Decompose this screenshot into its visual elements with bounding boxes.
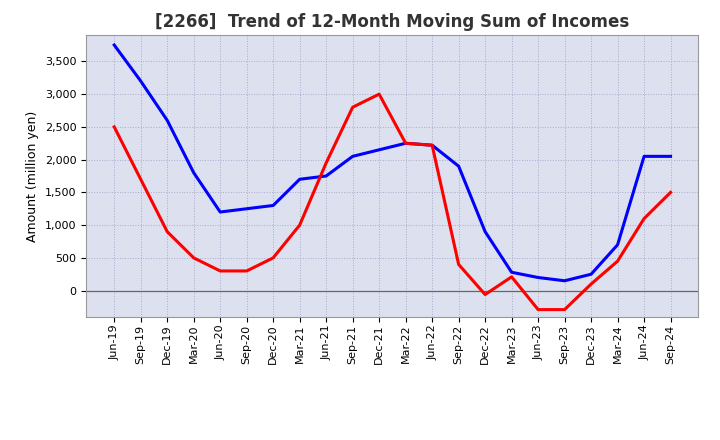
Ordinary Income <box>348 154 357 159</box>
Net Income <box>348 105 357 110</box>
Ordinary Income <box>640 154 649 159</box>
Ordinary Income <box>163 117 171 123</box>
Ordinary Income <box>666 154 675 159</box>
Net Income <box>534 307 542 312</box>
Ordinary Income <box>110 42 119 48</box>
Ordinary Income <box>295 176 304 182</box>
Net Income <box>613 258 622 264</box>
Net Income <box>640 216 649 221</box>
Ordinary Income <box>322 173 330 179</box>
Net Income <box>375 92 384 97</box>
Net Income <box>163 229 171 235</box>
Ordinary Income <box>136 78 145 84</box>
Net Income <box>110 124 119 129</box>
Net Income <box>189 255 198 260</box>
Net Income <box>269 255 277 260</box>
Ordinary Income <box>560 278 569 283</box>
Net Income <box>322 160 330 165</box>
Line: Net Income: Net Income <box>114 94 670 310</box>
Net Income <box>666 190 675 195</box>
Net Income <box>243 268 251 274</box>
Ordinary Income <box>481 229 490 235</box>
Net Income <box>428 143 436 148</box>
Ordinary Income <box>454 164 463 169</box>
Ordinary Income <box>216 209 225 215</box>
Y-axis label: Amount (million yen): Amount (million yen) <box>27 110 40 242</box>
Ordinary Income <box>587 271 595 277</box>
Net Income <box>508 274 516 279</box>
Ordinary Income <box>508 270 516 275</box>
Line: Ordinary Income: Ordinary Income <box>114 45 670 281</box>
Ordinary Income <box>428 143 436 148</box>
Net Income <box>560 307 569 312</box>
Net Income <box>587 282 595 287</box>
Ordinary Income <box>189 170 198 176</box>
Net Income <box>454 262 463 267</box>
Net Income <box>295 223 304 228</box>
Net Income <box>216 268 225 274</box>
Ordinary Income <box>534 275 542 280</box>
Net Income <box>136 176 145 182</box>
Title: [2266]  Trend of 12-Month Moving Sum of Incomes: [2266] Trend of 12-Month Moving Sum of I… <box>156 13 629 31</box>
Ordinary Income <box>243 206 251 211</box>
Net Income <box>481 292 490 297</box>
Ordinary Income <box>269 203 277 208</box>
Net Income <box>401 141 410 146</box>
Ordinary Income <box>613 242 622 247</box>
Ordinary Income <box>375 147 384 152</box>
Ordinary Income <box>401 141 410 146</box>
